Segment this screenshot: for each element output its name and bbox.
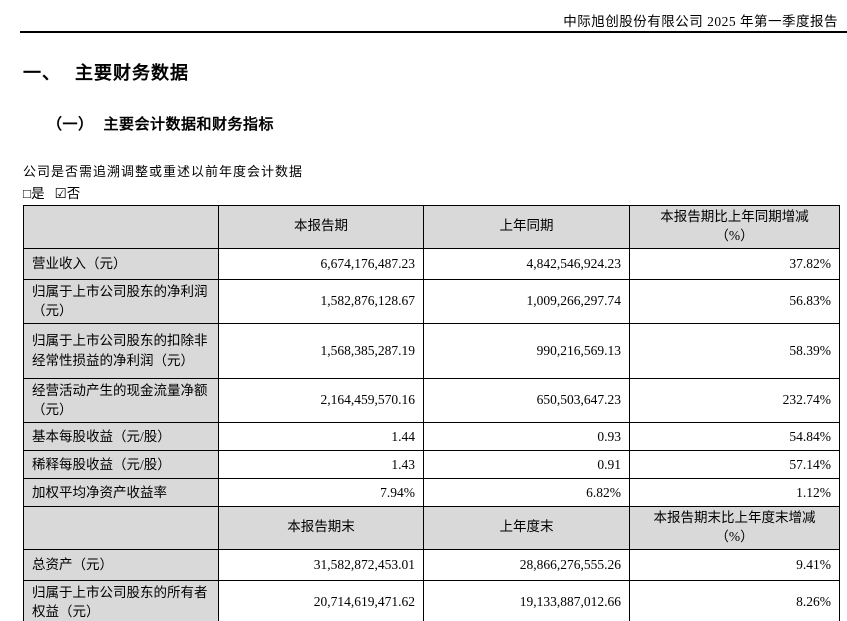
current-value: 20,714,619,471.62 — [218, 579, 424, 621]
restate-question: 公司是否需追溯调整或重述以前年度会计数据 — [23, 164, 304, 179]
col-header-current-period-end: 本报告期末 — [218, 506, 424, 550]
row-label: 归属于上市公司股东的所有者权益（元） — [23, 579, 219, 621]
prior-value: 6.82% — [423, 478, 630, 508]
current-value: 2,164,459,570.16 — [218, 377, 424, 424]
subsection-heading: （一） 主要会计数据和财务指标 — [47, 113, 274, 134]
prior-value: 1,009,266,297.74 — [423, 278, 630, 324]
header-rule — [20, 31, 847, 33]
table-row: 归属于上市公司股东的扣除非经常性损益的净利润（元） 1,568,385,287.… — [23, 322, 840, 379]
section-number: 一、 — [23, 63, 61, 83]
row-label: 归属于上市公司股东的扣除非经常性损益的净利润（元） — [23, 322, 219, 379]
subsection-number: （一） — [47, 117, 94, 133]
change-value: 56.83% — [629, 278, 840, 324]
prior-value: 0.91 — [423, 450, 630, 480]
row-label: 营业收入（元） — [23, 247, 219, 280]
report-title: 中际旭创股份有限公司 2025 年第一季度报告 — [563, 14, 838, 29]
prior-value: 990,216,569.13 — [423, 322, 630, 379]
change-value: 232.74% — [629, 377, 840, 424]
col-header-period-end-change: 本报告期末比上年度末增减 （%） — [629, 506, 840, 550]
header-blank-cell — [23, 205, 219, 249]
change-value: 37.82% — [629, 247, 840, 280]
prior-value: 0.93 — [423, 422, 630, 452]
prior-value: 4,842,546,924.23 — [423, 247, 630, 280]
row-label: 经营活动产生的现金流量净额（元） — [23, 377, 219, 424]
col-header-period-change: 本报告期比上年同期增减 （%） — [629, 205, 840, 249]
prior-value: 28,866,276,555.26 — [423, 548, 630, 581]
current-value: 31,582,872,453.01 — [218, 548, 424, 581]
table-row: 总资产（元） 31,582,872,453.01 28,866,276,555.… — [23, 548, 840, 581]
section-title: 主要财务数据 — [75, 63, 189, 83]
change-value: 54.84% — [629, 422, 840, 452]
checkbox-no: ☑否 — [54, 186, 81, 201]
table-row: 基本每股收益（元/股） 1.44 0.93 54.84% — [23, 422, 840, 452]
change-value: 8.26% — [629, 579, 840, 621]
table-row: 稀释每股收益（元/股） 1.43 0.91 57.14% — [23, 450, 840, 480]
row-label: 归属于上市公司股东的净利润（元） — [23, 278, 219, 324]
prior-value: 650,503,647.23 — [423, 377, 630, 424]
current-value: 7.94% — [218, 478, 424, 508]
row-label: 加权平均净资产收益率 — [23, 478, 219, 508]
row-label: 总资产（元） — [23, 548, 219, 581]
change-value: 9.41% — [629, 548, 840, 581]
col-header-prior-period: 上年同期 — [423, 205, 630, 249]
prior-value: 19,133,887,012.66 — [423, 579, 630, 621]
current-value: 1,582,876,128.67 — [218, 278, 424, 324]
row-label: 稀释每股收益（元/股） — [23, 450, 219, 480]
restate-answer-line: □是 ☑否 — [23, 182, 90, 202]
table-row: 经营活动产生的现金流量净额（元） 2,164,459,570.16 650,50… — [23, 377, 840, 424]
table-row: 营业收入（元） 6,674,176,487.23 4,842,546,924.2… — [23, 247, 840, 280]
change-value: 1.12% — [629, 478, 840, 508]
header-blank-cell — [23, 506, 219, 550]
table-header-row-period: 本报告期 上年同期 本报告期比上年同期增减 （%） — [23, 205, 840, 249]
current-value: 1.44 — [218, 422, 424, 452]
section-heading: 一、 主要财务数据 — [23, 59, 189, 85]
table-header-row-period-end: 本报告期末 上年度末 本报告期末比上年度末增减 （%） — [23, 506, 840, 550]
col-header-prior-year-end: 上年度末 — [423, 506, 630, 550]
col-header-current-period: 本报告期 — [218, 205, 424, 249]
financial-table: 本报告期 上年同期 本报告期比上年同期增减 （%） 营业收入（元） 6,674,… — [23, 205, 840, 621]
current-value: 6,674,176,487.23 — [218, 247, 424, 280]
checkbox-yes: □是 — [23, 186, 45, 201]
table-row: 加权平均净资产收益率 7.94% 6.82% 1.12% — [23, 478, 840, 508]
current-value: 1,568,385,287.19 — [218, 322, 424, 379]
row-label: 基本每股收益（元/股） — [23, 422, 219, 452]
subsection-title: 主要会计数据和财务指标 — [103, 117, 275, 133]
table-row: 归属于上市公司股东的净利润（元） 1,582,876,128.67 1,009,… — [23, 278, 840, 324]
change-value: 58.39% — [629, 322, 840, 379]
current-value: 1.43 — [218, 450, 424, 480]
table-row: 归属于上市公司股东的所有者权益（元） 20,714,619,471.62 19,… — [23, 579, 840, 621]
change-value: 57.14% — [629, 450, 840, 480]
